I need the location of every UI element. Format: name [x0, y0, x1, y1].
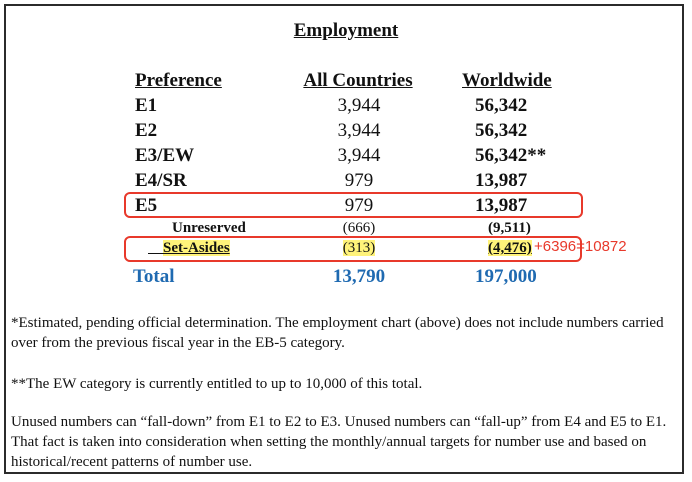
header-preference: Preference: [135, 70, 222, 91]
page-title: Employment: [293, 20, 399, 41]
row-preference: E4/SR: [135, 170, 187, 191]
row-all-countries: 979: [344, 195, 374, 216]
document-frame: [4, 4, 684, 474]
footnote-fall-down-up: Unused numbers can “fall-down” from E1 t…: [11, 414, 667, 470]
footnote-ew-category: **The EW category is currently entitled …: [11, 376, 423, 392]
set-asides-all-countries: (313): [342, 240, 376, 256]
row-all-countries: 3,944: [337, 145, 381, 166]
row-worldwide: 56,342**: [475, 145, 547, 166]
table-row-e1: E1 3,944 56,342: [0, 95, 692, 119]
row-worldwide: (4,476): [488, 240, 532, 257]
row-preference: E2: [135, 120, 158, 141]
row-preference: E1: [135, 95, 158, 116]
header-all-countries: All Countries: [303, 70, 413, 91]
table-row-e3-ew: E3/EW 3,944 56,342**: [0, 145, 692, 169]
row-preference: Set-Asides: [148, 240, 230, 257]
table-row-set-asides: Set-Asides (313) (4,476): [0, 240, 692, 264]
table-row-total: Total 13,790 197,000: [0, 266, 692, 290]
row-worldwide: 56,342: [475, 120, 528, 141]
header-worldwide: Worldwide: [462, 70, 552, 91]
table-row-e2: E2 3,944 56,342: [0, 120, 692, 144]
row-all-countries: (666): [342, 220, 376, 236]
table-header: Preference All Countries Worldwide: [0, 70, 692, 94]
table-row-e4-sr: E4/SR 979 13,987: [0, 170, 692, 194]
footnote-estimated: *Estimated, pending official determinati…: [11, 315, 664, 351]
row-all-countries: 3,944: [337, 95, 381, 116]
row-all-countries: 979: [344, 170, 374, 191]
row-preference: Unreserved: [172, 220, 246, 236]
e5-highlight-box: [124, 192, 583, 218]
row-all-countries: 3,944: [337, 120, 381, 141]
row-worldwide: (9,511): [488, 220, 531, 236]
total-label: Total: [133, 266, 175, 287]
table-row-e5: E5 979 13,987: [0, 195, 692, 219]
total-worldwide: 197,000: [475, 266, 537, 287]
row-worldwide: 13,987: [475, 195, 528, 216]
set-asides-highlight-box: [124, 236, 582, 262]
row-all-countries: (313): [303, 240, 415, 257]
row-worldwide: 13,987: [475, 170, 528, 191]
row-preference: E3/EW: [135, 145, 195, 166]
total-all-countries: 13,790: [332, 266, 386, 287]
set-asides-label: Set-Asides: [163, 240, 230, 256]
row-worldwide: 56,342: [475, 95, 528, 116]
table-row-unreserved: Unreserved (666) (9,511): [0, 220, 692, 244]
set-asides-worldwide: (4,476): [488, 240, 532, 256]
row-preference: E5: [135, 195, 158, 216]
